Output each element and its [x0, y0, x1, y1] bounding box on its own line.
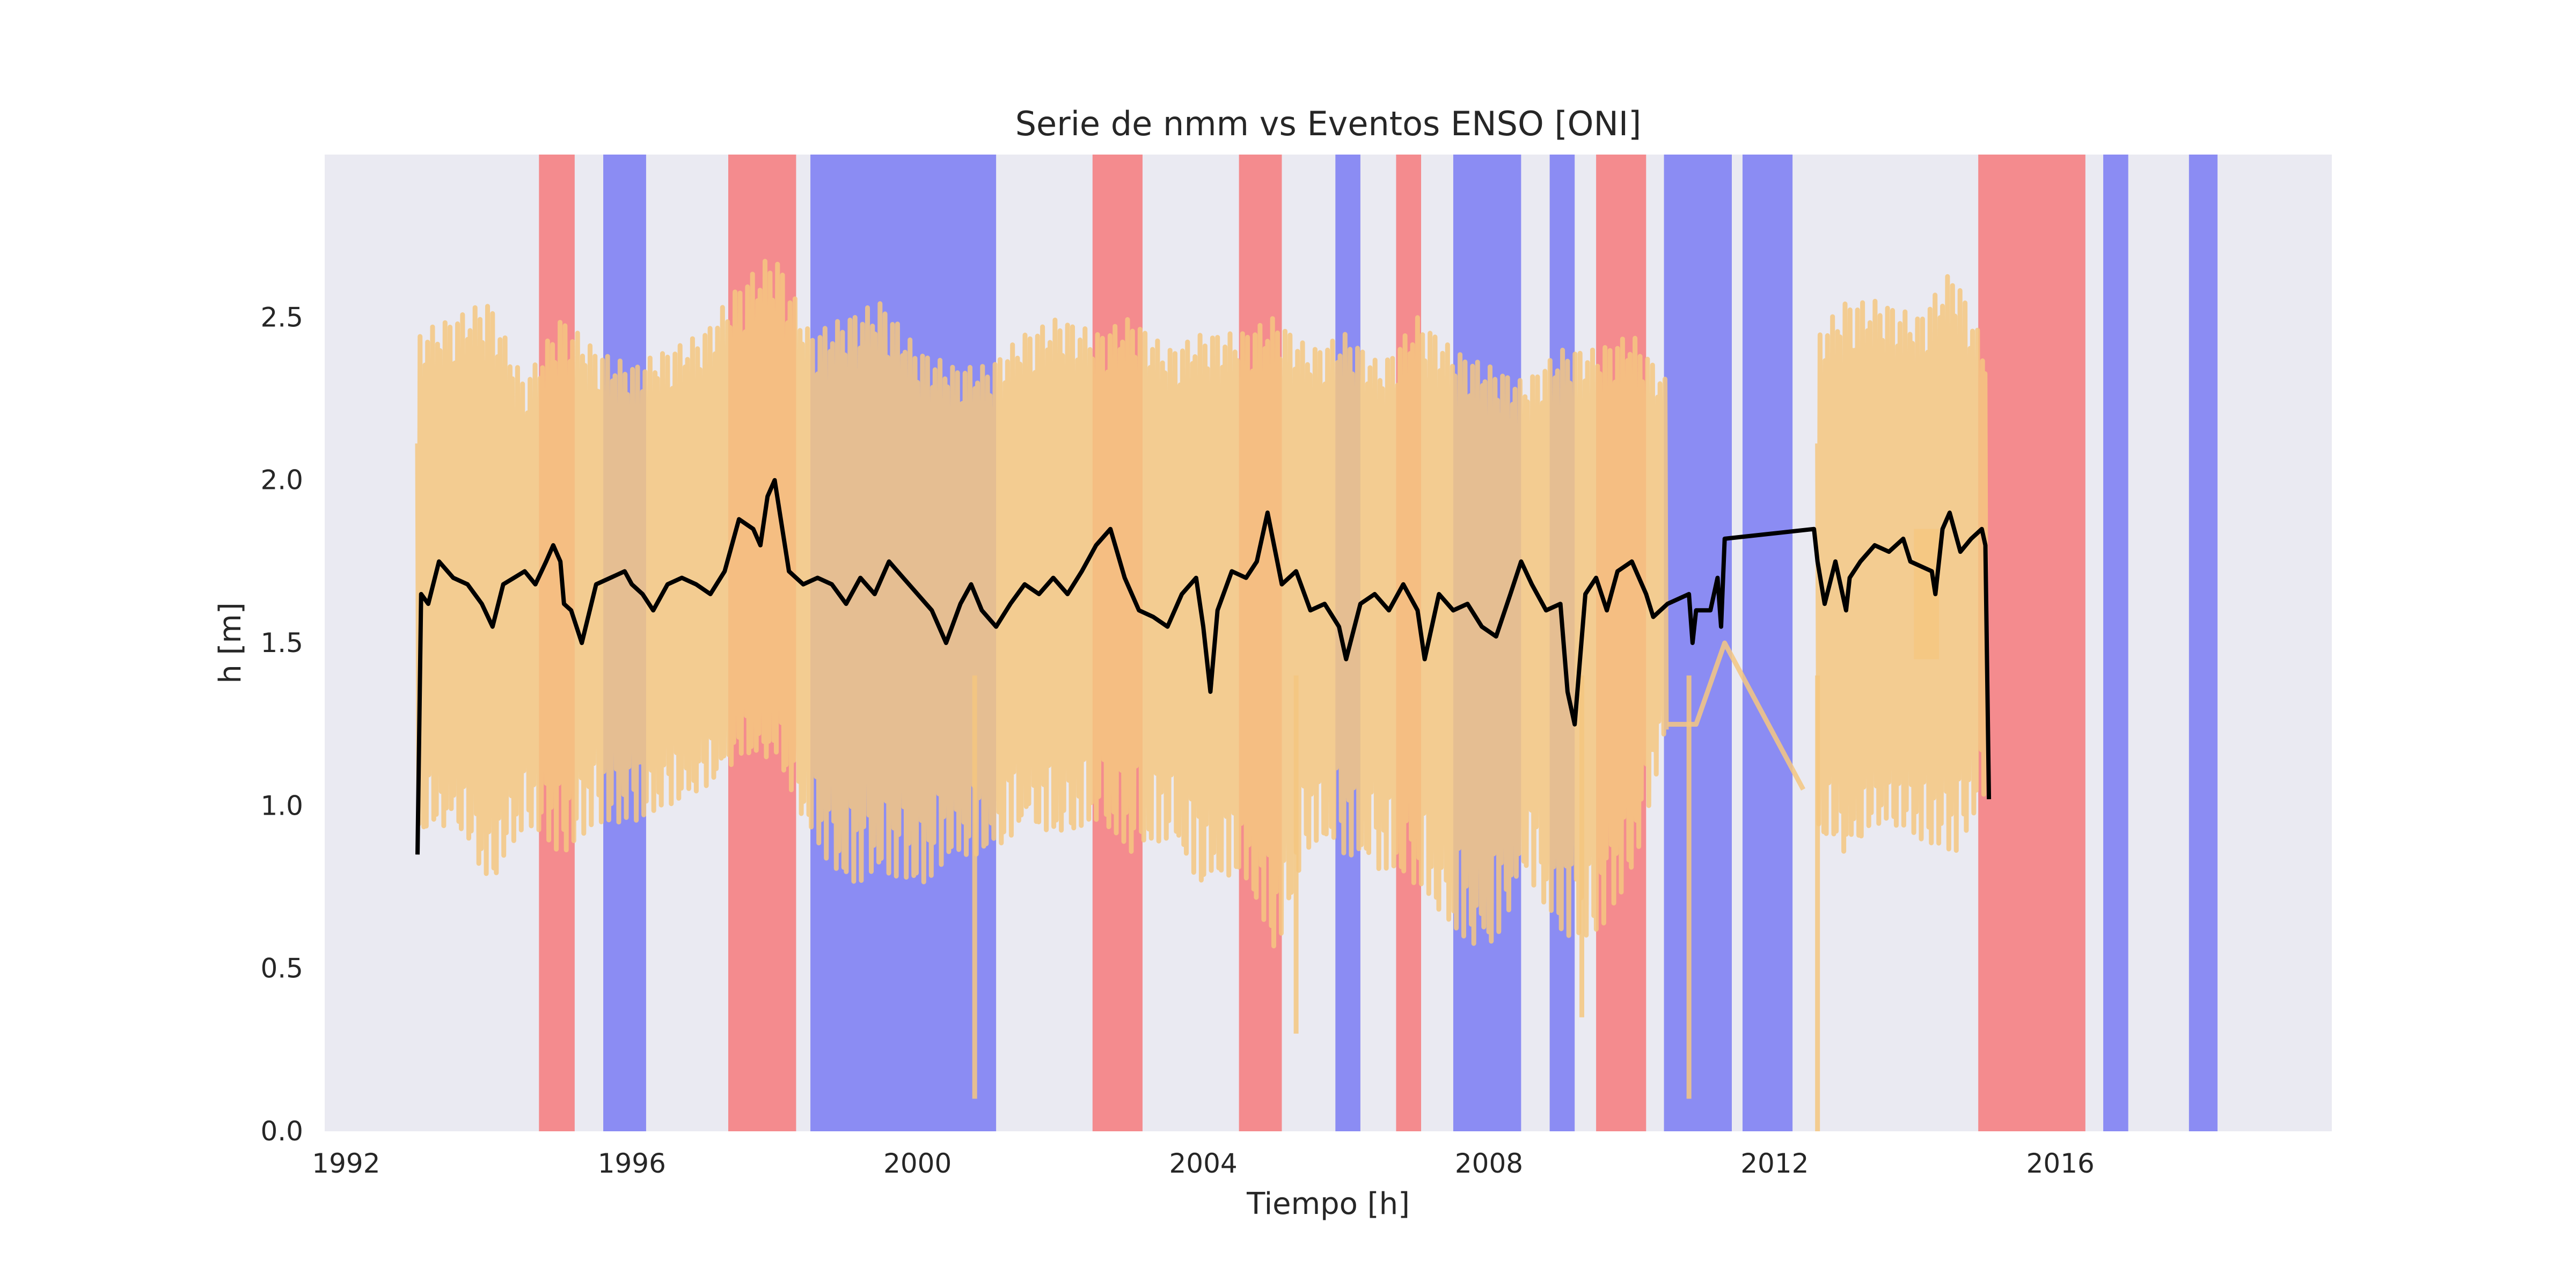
enso-band-el-nino — [1978, 155, 2085, 1131]
enso-band-la-nina — [2103, 155, 2128, 1131]
y-tick-label: 2.0 — [260, 465, 303, 496]
mean-series — [415, 478, 1992, 855]
y-tick-label: 1.5 — [260, 627, 303, 658]
x-tick-label: 1996 — [598, 1148, 666, 1179]
hourly-trace-2012-2015 — [1815, 274, 1989, 854]
enso-band-la-nina — [1742, 155, 1793, 1131]
y-axis-ticks: 0.0 0.5 1.0 1.5 2.0 2.5 — [260, 302, 303, 1147]
x-tick-label: 2016 — [2026, 1148, 2095, 1179]
x-axis-ticks: 1992 1996 2000 2004 2008 2012 2016 — [312, 1148, 2095, 1179]
enso-band-la-nina — [1664, 155, 1732, 1131]
x-tick-label: 2000 — [883, 1148, 952, 1179]
x-tick-label: 2004 — [1169, 1148, 1237, 1179]
x-tick-label: 2008 — [1455, 1148, 1523, 1179]
enso-band-la-nina — [2189, 155, 2218, 1131]
y-tick-label: 2.5 — [260, 302, 303, 333]
hourly-series — [415, 259, 1989, 1131]
chart-title: Serie de nmm vs Eventos ENSO [ONI] — [1015, 104, 1642, 143]
x-axis-label: Tiempo [h] — [1246, 1187, 1410, 1221]
hourly-trace-1993-2010 — [415, 259, 1669, 949]
y-tick-label: 1.0 — [260, 790, 303, 821]
x-tick-label: 1992 — [312, 1148, 380, 1179]
hourly-gap-line — [1667, 640, 1806, 791]
y-tick-label: 0.0 — [260, 1116, 303, 1147]
mean-series-line — [415, 478, 1992, 855]
y-tick-label: 0.5 — [260, 953, 303, 984]
y-axis-label: h [m] — [213, 602, 248, 684]
x-tick-label: 2012 — [1740, 1148, 1809, 1179]
